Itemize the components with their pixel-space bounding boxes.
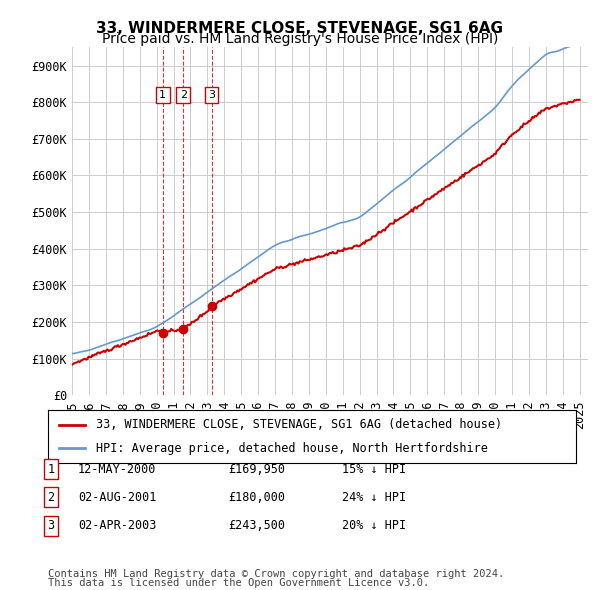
Text: This data is licensed under the Open Government Licence v3.0.: This data is licensed under the Open Gov… xyxy=(48,578,429,588)
Text: 3: 3 xyxy=(47,519,55,532)
Text: 1: 1 xyxy=(159,90,166,100)
Text: 02-APR-2003: 02-APR-2003 xyxy=(78,519,157,532)
Text: 33, WINDERMERE CLOSE, STEVENAGE, SG1 6AG: 33, WINDERMERE CLOSE, STEVENAGE, SG1 6AG xyxy=(97,21,503,35)
Text: 3: 3 xyxy=(208,90,215,100)
Text: Contains HM Land Registry data © Crown copyright and database right 2024.: Contains HM Land Registry data © Crown c… xyxy=(48,569,504,579)
Text: Price paid vs. HM Land Registry's House Price Index (HPI): Price paid vs. HM Land Registry's House … xyxy=(102,32,498,47)
Text: 15% ↓ HPI: 15% ↓ HPI xyxy=(342,463,406,476)
Text: 1: 1 xyxy=(47,463,55,476)
Text: 2: 2 xyxy=(47,491,55,504)
Text: 2: 2 xyxy=(180,90,187,100)
Text: 24% ↓ HPI: 24% ↓ HPI xyxy=(342,491,406,504)
Text: £243,500: £243,500 xyxy=(228,519,285,532)
Text: 33, WINDERMERE CLOSE, STEVENAGE, SG1 6AG (detached house): 33, WINDERMERE CLOSE, STEVENAGE, SG1 6AG… xyxy=(95,418,502,431)
Text: £180,000: £180,000 xyxy=(228,491,285,504)
Text: 12-MAY-2000: 12-MAY-2000 xyxy=(78,463,157,476)
Text: HPI: Average price, detached house, North Hertfordshire: HPI: Average price, detached house, Nort… xyxy=(95,442,487,455)
Text: 20% ↓ HPI: 20% ↓ HPI xyxy=(342,519,406,532)
Text: 02-AUG-2001: 02-AUG-2001 xyxy=(78,491,157,504)
Text: £169,950: £169,950 xyxy=(228,463,285,476)
